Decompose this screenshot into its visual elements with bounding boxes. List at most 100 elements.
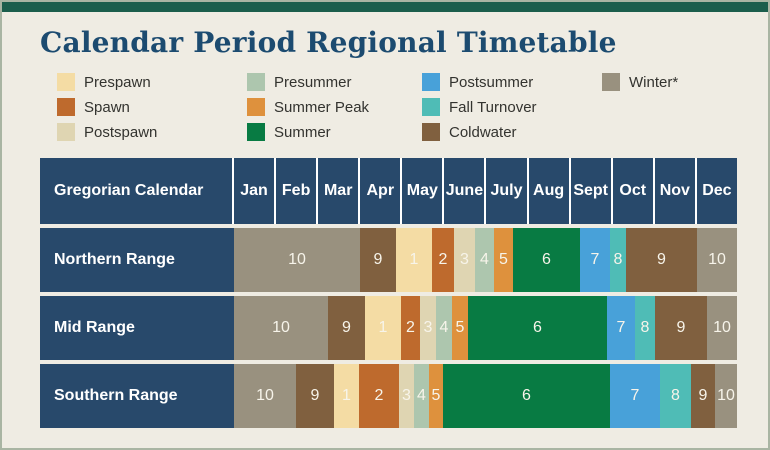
legend-column: Presummer Summer Peak Summer: [247, 73, 369, 148]
segment-summer: 6: [468, 296, 607, 360]
segment-winter: 10: [697, 228, 737, 292]
segment-coldwater: 9: [691, 364, 715, 428]
legend-label-fall-turnover: Fall Turnover: [449, 98, 537, 116]
legend-item-spawn: Spawn: [57, 98, 157, 116]
legend-label-coldwater: Coldwater: [449, 123, 517, 141]
segment-fall-turnover: 8: [610, 228, 626, 292]
segment-presummer: 4: [475, 228, 494, 292]
segment-coldwater: 9: [296, 364, 334, 428]
legend-label-summer-peak: Summer Peak: [274, 98, 370, 116]
segment-postspawn: 3: [399, 364, 414, 428]
timetable-header-row: Gregorian Calendar Jan Feb Mar Apr May June Ju…: [40, 158, 737, 224]
legend-item-summer: Summer: [247, 123, 369, 141]
legend-swatch-presummer: [247, 73, 265, 91]
legend-column: Postsummer Fall Turnover Coldwater: [422, 73, 537, 148]
row-segments-mid-range: 10 9 1 2 3 4 5 6 7 8 9 10: [234, 296, 737, 360]
legend-column: Winter*: [602, 73, 678, 98]
timetable-rows: Northern Range 10 9 1 2 3 4 5 6 7 8 9 10 Mid Range 10 9…: [40, 228, 737, 428]
segment-prespawn: 1: [334, 364, 359, 428]
legend-label-spawn: Spawn: [84, 98, 130, 116]
legend-item-winter: Winter*: [602, 73, 678, 91]
segment-spawn: 2: [432, 228, 454, 292]
segment-postspawn: 3: [454, 228, 475, 292]
segment-postsummer: 7: [580, 228, 610, 292]
row-label-northern-range: Northern Range: [40, 228, 234, 292]
timetable-row-southern-range: Southern Range 10 9 1 2 3 4 5 6 7 8 9 10: [40, 364, 737, 428]
timetable: Gregorian Calendar Jan Feb Mar Apr May June Ju…: [40, 158, 737, 432]
month-header-oct: Oct: [612, 158, 655, 224]
segment-winter: 10: [234, 296, 328, 360]
legend-swatch-winter: [602, 73, 620, 91]
month-header-apr: Apr: [360, 158, 403, 224]
segment-coldwater: 9: [360, 228, 396, 292]
legend-item-coldwater: Coldwater: [422, 123, 537, 141]
segment-postspawn: 3: [420, 296, 436, 360]
legend-swatch-coldwater: [422, 123, 440, 141]
segment-presummer: 4: [436, 296, 452, 360]
segment-coldwater: 9: [328, 296, 365, 360]
row-label-mid-range: Mid Range: [40, 296, 234, 360]
legend-item-postsummer: Postsummer: [422, 73, 537, 91]
segment-summer: 6: [443, 364, 610, 428]
timetable-row-mid-range: Mid Range 10 9 1 2 3 4 5 6 7 8 9 10: [40, 296, 737, 360]
segment-postsummer: 7: [607, 296, 635, 360]
month-header-july: July: [486, 158, 529, 224]
segment-postsummer: 7: [610, 364, 660, 428]
legend-swatch-summer-peak: [247, 98, 265, 116]
legend-item-summer-peak: Summer Peak: [247, 98, 369, 116]
month-header-dec: Dec: [696, 158, 737, 224]
legend-label-presummer: Presummer: [274, 73, 352, 91]
page-title: Calendar Period Regional Timetable: [40, 26, 617, 59]
segment-fall-turnover: 8: [635, 296, 655, 360]
segment-winter: 10: [234, 364, 296, 428]
legend-label-prespawn: Prespawn: [84, 73, 151, 91]
legend: Prespawn Spawn Postspawn Presummer Summer Pe…: [57, 73, 738, 151]
segment-winter: 10: [234, 228, 360, 292]
month-headers: Jan Feb Mar Apr May June July Aug Sept Oct Nov Dec: [234, 158, 737, 224]
segment-summer-peak: 5: [494, 228, 513, 292]
legend-item-presummer: Presummer: [247, 73, 369, 91]
row-segments-northern-range: 10 9 1 2 3 4 5 6 7 8 9 10: [234, 228, 737, 292]
segment-presummer: 4: [414, 364, 429, 428]
legend-item-prespawn: Prespawn: [57, 73, 157, 91]
segment-summer-peak: 5: [429, 364, 443, 428]
legend-item-fall-turnover: Fall Turnover: [422, 98, 537, 116]
legend-label-postsummer: Postsummer: [449, 73, 534, 91]
legend-label-summer: Summer: [274, 123, 331, 141]
legend-swatch-fall-turnover: [422, 98, 440, 116]
month-header-feb: Feb: [276, 158, 319, 224]
month-header-jan: Jan: [234, 158, 277, 224]
legend-column: Prespawn Spawn Postspawn: [57, 73, 157, 148]
segment-prespawn: 1: [365, 296, 401, 360]
month-header-aug: Aug: [528, 158, 571, 224]
segment-summer: 6: [513, 228, 580, 292]
month-header-june: June: [444, 158, 487, 224]
legend-swatch-spawn: [57, 98, 75, 116]
month-header-nov: Nov: [654, 158, 697, 224]
legend-label-postspawn: Postspawn: [84, 123, 158, 141]
segment-prespawn: 1: [396, 228, 432, 292]
timetable-row-northern-range: Northern Range 10 9 1 2 3 4 5 6 7 8 9 10: [40, 228, 737, 292]
row-segments-southern-range: 10 9 1 2 3 4 5 6 7 8 9 10: [234, 364, 737, 428]
legend-item-postspawn: Postspawn: [57, 123, 157, 141]
segment-spawn: 2: [401, 296, 420, 360]
top-accent-bar: [2, 2, 768, 12]
legend-swatch-summer: [247, 123, 265, 141]
month-header-sept: Sept: [570, 158, 613, 224]
segment-coldwater: 9: [655, 296, 707, 360]
month-header-may: May: [402, 158, 445, 224]
legend-swatch-postspawn: [57, 123, 75, 141]
month-header-mar: Mar: [318, 158, 361, 224]
segment-winter: 10: [707, 296, 737, 360]
segment-winter: 10: [715, 364, 737, 428]
legend-label-winter: Winter*: [629, 73, 679, 91]
segment-spawn: 2: [359, 364, 399, 428]
row-label-southern-range: Southern Range: [40, 364, 234, 428]
legend-swatch-postsummer: [422, 73, 440, 91]
segment-summer-peak: 5: [452, 296, 468, 360]
segment-coldwater: 9: [626, 228, 697, 292]
legend-swatch-prespawn: [57, 73, 75, 91]
header-gregorian-calendar: Gregorian Calendar: [40, 158, 234, 224]
segment-fall-turnover: 8: [660, 364, 691, 428]
